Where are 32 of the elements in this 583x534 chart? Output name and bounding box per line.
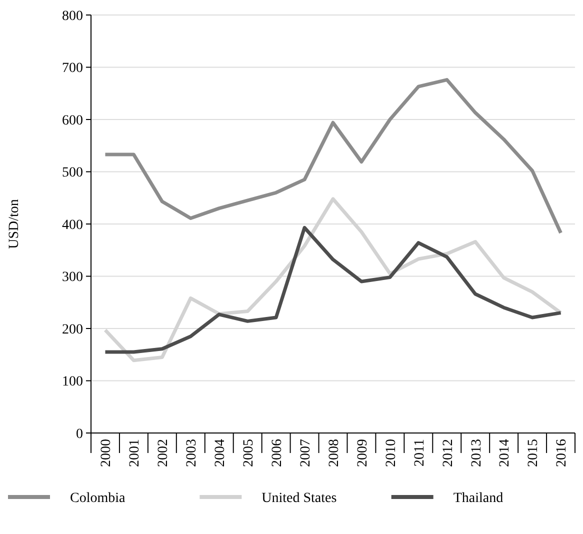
y-tick-label: 100 bbox=[62, 374, 83, 390]
x-tick-label: 2011 bbox=[412, 439, 428, 466]
x-tick-label: 2000 bbox=[99, 439, 114, 467]
x-tick-label: 2016 bbox=[554, 439, 570, 467]
legend-label: Thailand bbox=[453, 490, 504, 506]
x-tick-label: 2003 bbox=[184, 439, 200, 467]
x-tick-label: 2001 bbox=[128, 439, 143, 467]
y-axis-title: USD/ton bbox=[7, 199, 22, 249]
y-tick-label: 600 bbox=[62, 113, 83, 128]
y-tick-label: 500 bbox=[62, 166, 83, 181]
line-series bbox=[103, 78, 563, 235]
y-tick-label: 700 bbox=[62, 61, 83, 76]
legend-label: Colombia bbox=[70, 490, 126, 506]
x-tick-label: 2007 bbox=[298, 439, 314, 467]
line-series bbox=[103, 226, 563, 354]
x-tick-label: 2012 bbox=[440, 439, 456, 467]
x-tick-label: 2005 bbox=[241, 439, 256, 467]
y-tick-label: 200 bbox=[62, 322, 83, 338]
y-tick-label: 0 bbox=[76, 426, 83, 442]
x-tick-label: 2004 bbox=[213, 439, 228, 467]
x-tick-label: 2015 bbox=[526, 439, 542, 467]
x-tick-label: 2002 bbox=[156, 439, 172, 467]
y-tick-label: 400 bbox=[62, 218, 83, 233]
x-tick-label: 2009 bbox=[355, 439, 370, 467]
legend-label: United States bbox=[262, 490, 337, 506]
x-tick-label: 2014 bbox=[498, 439, 513, 467]
x-tick-label: 2013 bbox=[469, 439, 484, 467]
x-tick-label: 2008 bbox=[326, 439, 342, 467]
y-tick-label: 800 bbox=[62, 8, 83, 24]
y-tick-label: 300 bbox=[62, 270, 83, 286]
x-tick-label: 2006 bbox=[270, 439, 285, 467]
x-tick-label: 2010 bbox=[384, 439, 399, 467]
